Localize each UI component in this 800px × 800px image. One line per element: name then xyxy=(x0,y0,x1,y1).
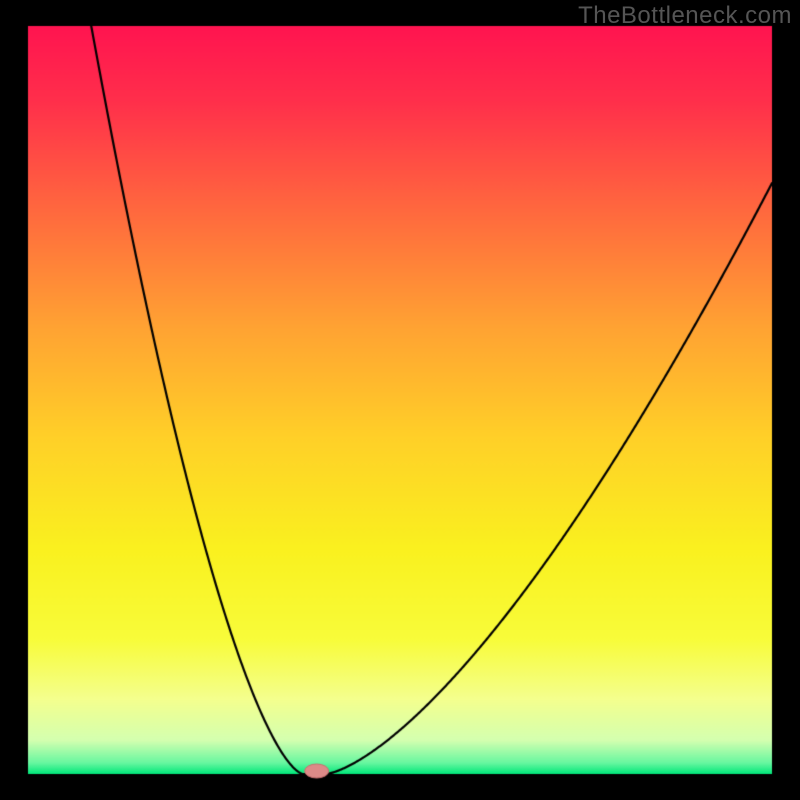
chart-stage: TheBottleneck.com xyxy=(0,0,800,800)
bottleneck-curve-canvas xyxy=(0,0,800,800)
watermark-text: TheBottleneck.com xyxy=(578,2,792,30)
